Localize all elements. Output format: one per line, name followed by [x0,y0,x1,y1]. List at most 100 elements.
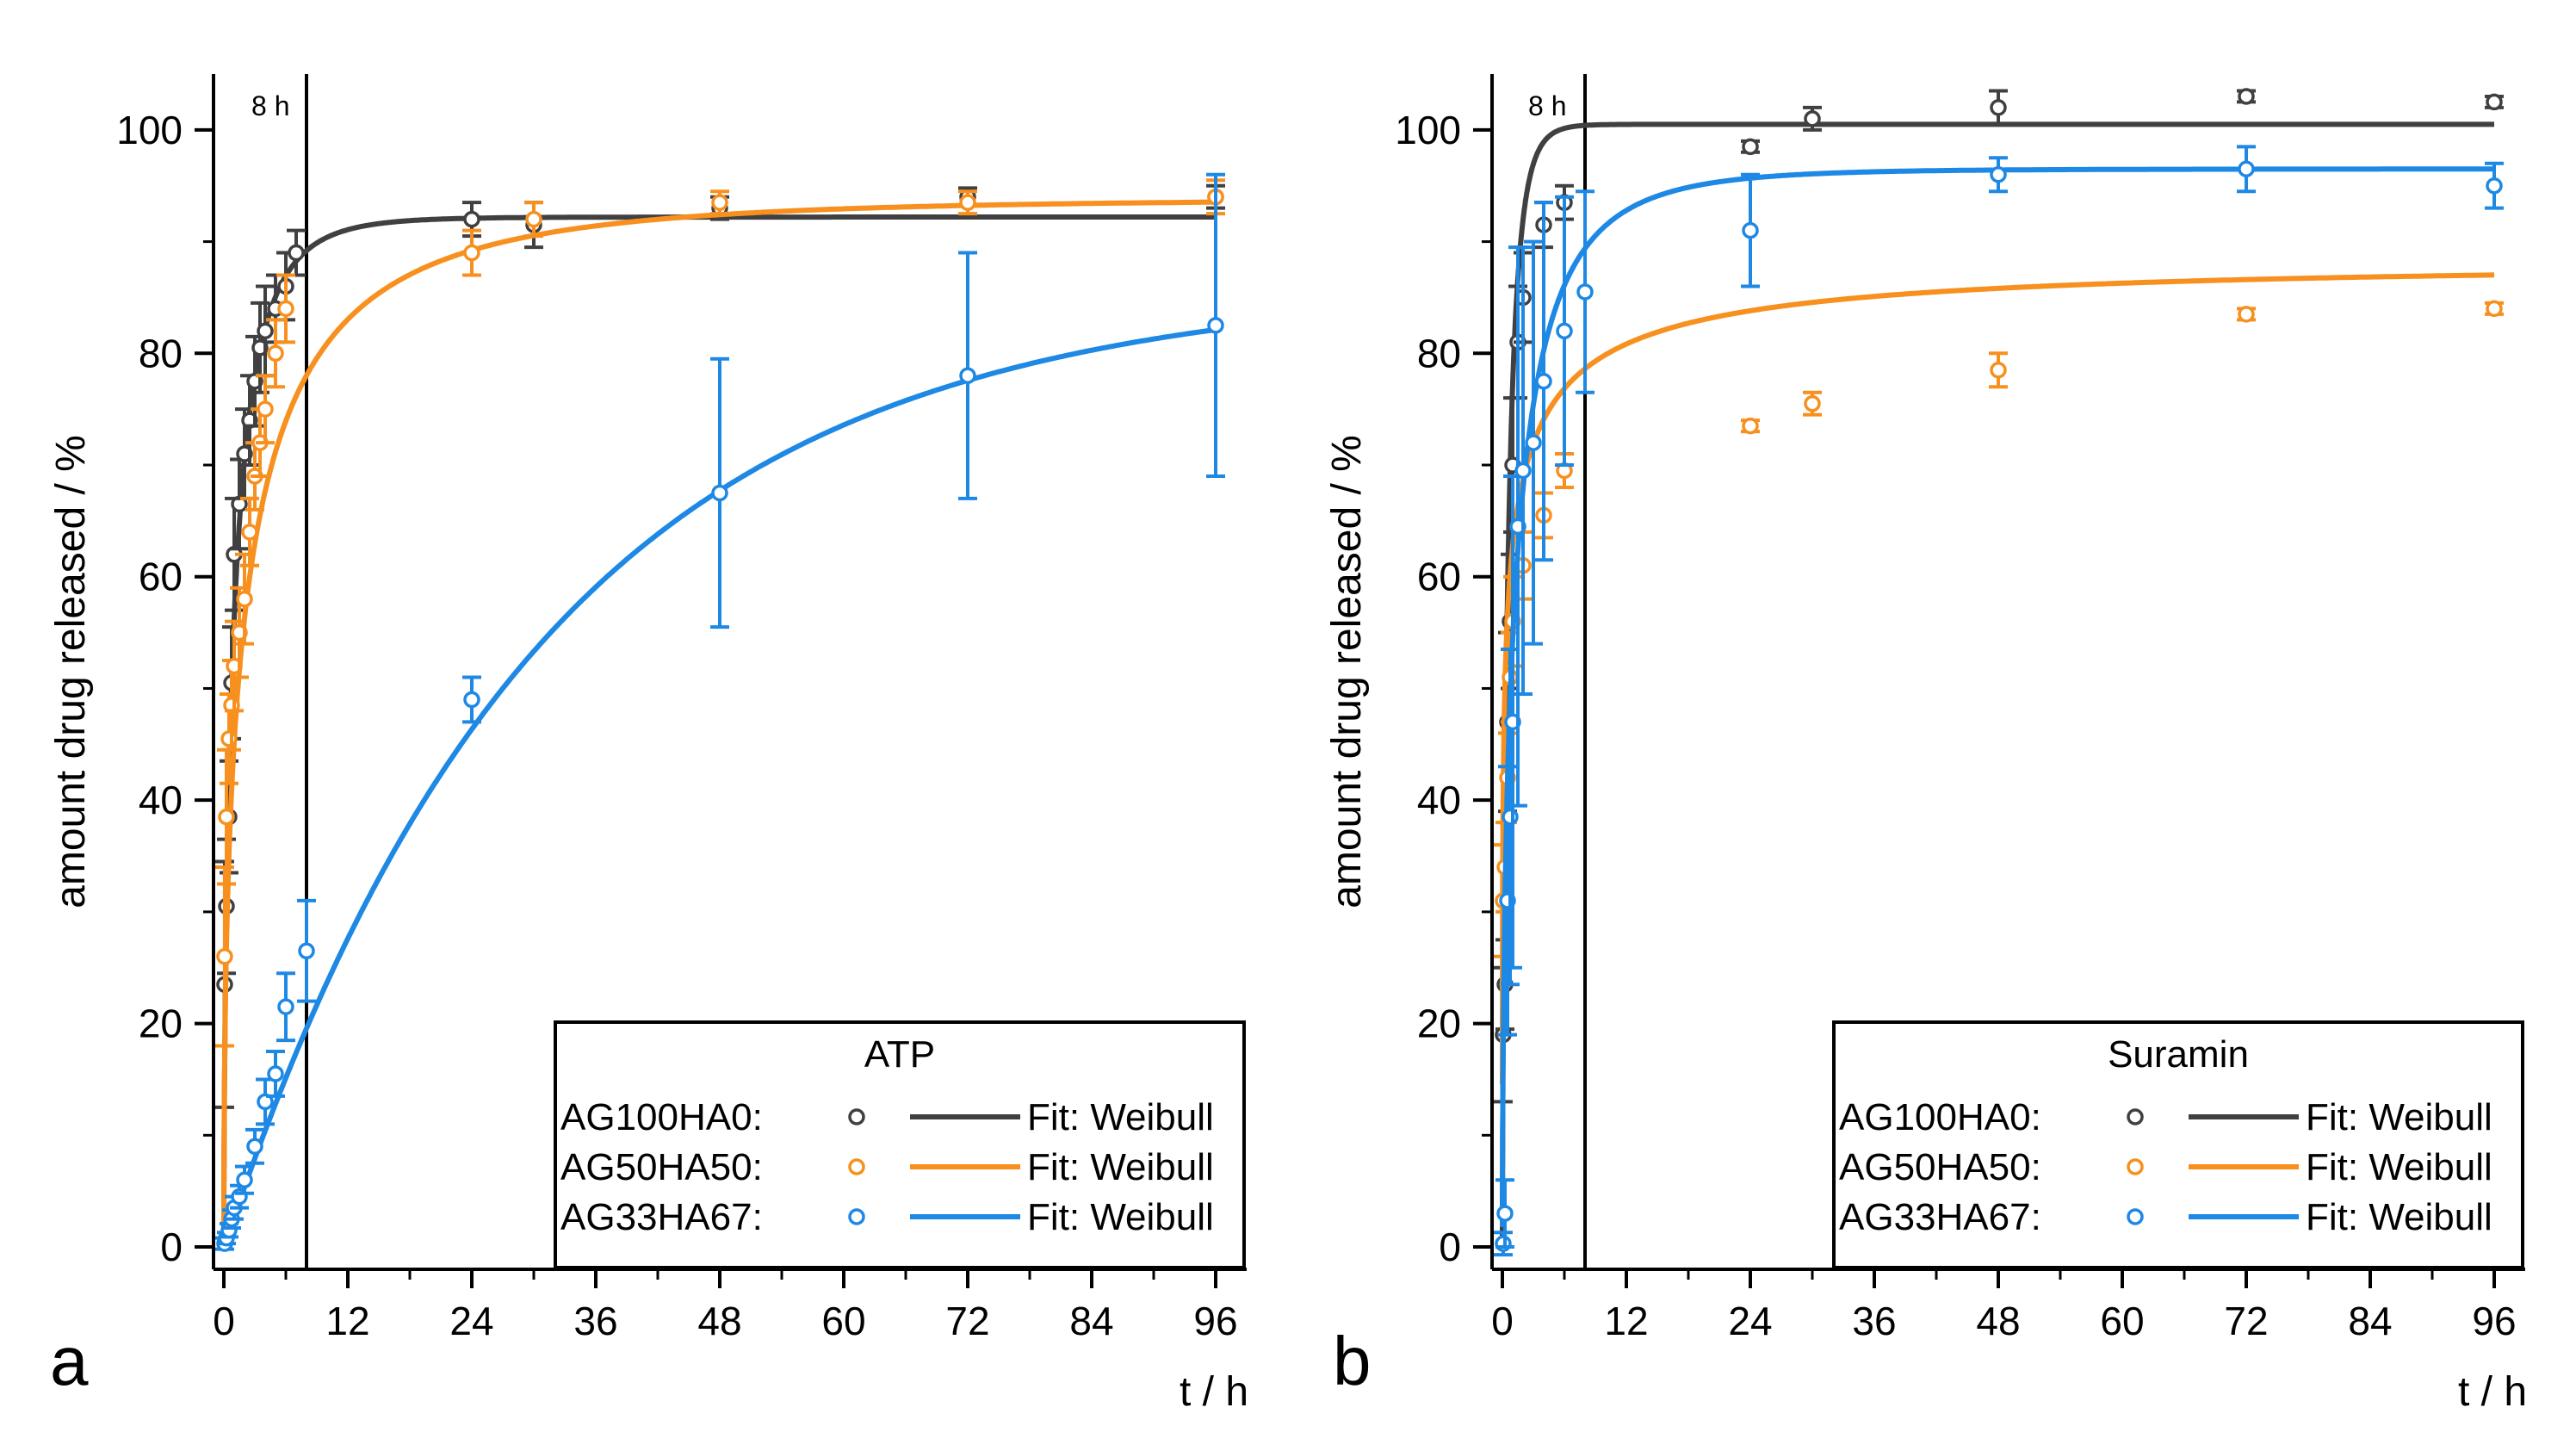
legend: ATP AG100HA0: Fit: Weibull AG50HA50: Fit: We… [554,1020,1246,1269]
data-point [288,244,305,262]
plot-area [214,172,1225,1252]
legend-box [1832,1020,2524,1269]
data-point [236,1171,253,1188]
y-tick-label: 80 [139,331,183,375]
data-point [463,210,480,228]
panel-letter: b [1333,1323,1372,1399]
legend-series-name: AG50HA50: [1839,1146,2041,1188]
data-point [277,998,294,1015]
data-point [1742,221,1759,239]
legend-fit-label: Fit: Weibull [1027,1146,1214,1188]
data-point [2238,160,2255,178]
y-tick-label: 0 [1439,1225,1461,1269]
y-tick-label: 20 [139,1001,183,1046]
y-tick-label: 60 [139,555,183,599]
panel-b-suramin: 0 12 24 36 48 60 72 84 96 0 20 40 60 80 100 t / h amount… [1324,74,2527,1415]
data-point [241,524,258,541]
data-point [1525,434,1542,451]
data-point [1556,322,1573,340]
y-tick-label: 40 [139,778,183,822]
data-point [1502,808,1519,826]
data-point [525,210,542,228]
data-point [711,484,728,502]
data-point [463,244,480,262]
data-point [218,808,235,826]
data-point [463,691,480,709]
legend-fit-label: Fit: Weibull [2306,1196,2492,1238]
legend-marker [2127,1208,2144,1225]
data-point [236,590,253,608]
legend-series-name: AG50HA50: [560,1146,763,1188]
data-point [257,400,274,418]
data-point [2238,306,2255,323]
data-point [257,322,274,340]
data-point [2486,93,2503,111]
x-tick-label: 84 [2348,1299,2392,1343]
data-point [1207,317,1224,334]
data-point [2238,88,2255,105]
data-point [711,194,728,211]
legend-fit-label: Fit: Weibull [1027,1096,1214,1138]
panel-a-atp: 0 12 24 36 48 60 72 84 96 0 20 40 60 80 100 t / h amount… [48,74,1248,1415]
fit-curve [1500,121,2494,1238]
x-tick-label: 96 [2472,1299,2516,1343]
x-tick-label: 60 [821,1299,865,1343]
vertical-marker-label: 8 h [1528,90,1566,121]
x-axis-title: t / h [2458,1369,2527,1415]
x-tick-label: 24 [449,1299,493,1343]
x-tick-label: 72 [2224,1299,2268,1343]
data-point [1742,138,1759,156]
data-point [1804,394,1821,412]
legend-title: ATP [864,1033,935,1076]
data-point [1576,283,1594,301]
data-point [1990,99,2007,116]
x-tick-label: 48 [1976,1299,2020,1343]
legend-series-name: AG100HA0: [560,1096,763,1138]
x-tick-label: 12 [325,1299,369,1343]
legend-box [554,1020,1246,1269]
y-tick-label: 40 [1417,778,1461,822]
data-point [959,194,976,211]
data-point [1514,462,1532,480]
series-ag50ha50 [214,178,1225,1223]
legend-marker [848,1158,865,1175]
data-point [257,1093,274,1111]
x-tick-label: 12 [1604,1299,1648,1343]
x-tick-label: 36 [1852,1299,1896,1343]
legend-series-name: AG33HA67: [560,1196,763,1238]
x-tick-label: 72 [945,1299,989,1343]
x-axis-title: t / h [1180,1369,1248,1415]
legend-fit-label: Fit: Weibull [2306,1146,2492,1188]
legend-title: Suramin [2108,1033,2249,1076]
x-tick-label: 48 [697,1299,741,1343]
x-tick-label: 0 [213,1299,235,1343]
plot-area [1493,88,2504,1257]
series-ag33ha67 [214,172,1225,1252]
data-point [216,948,233,965]
data-point [1804,110,1821,127]
series-ag33ha67 [1493,145,2504,1257]
y-tick-label: 100 [1395,108,1461,152]
y-tick-label: 20 [1417,1001,1461,1046]
data-point [1990,165,2007,183]
y-tick-label: 60 [1417,555,1461,599]
x-tick-label: 0 [1491,1299,1514,1343]
data-point [959,367,976,384]
data-point [2486,300,2503,318]
series-ag50ha50 [1493,272,2504,1085]
data-point [298,942,315,960]
x-tick-label: 60 [2100,1299,2144,1343]
legend-marker [848,1208,865,1225]
legend: Suramin AG100HA0: Fit: Weibull AG50HA50: Fit… [1832,1020,2524,1269]
data-point [277,300,294,318]
legend-marker [2127,1158,2144,1175]
x-tick-label: 24 [1728,1299,1772,1343]
vertical-marker-label: 8 h [251,90,289,121]
legend-marker [848,1108,865,1125]
legend-series-name: AG33HA67: [1839,1196,2041,1238]
data-point [1496,1205,1514,1222]
x-tick-label: 36 [573,1299,617,1343]
legend-marker [2127,1108,2144,1125]
